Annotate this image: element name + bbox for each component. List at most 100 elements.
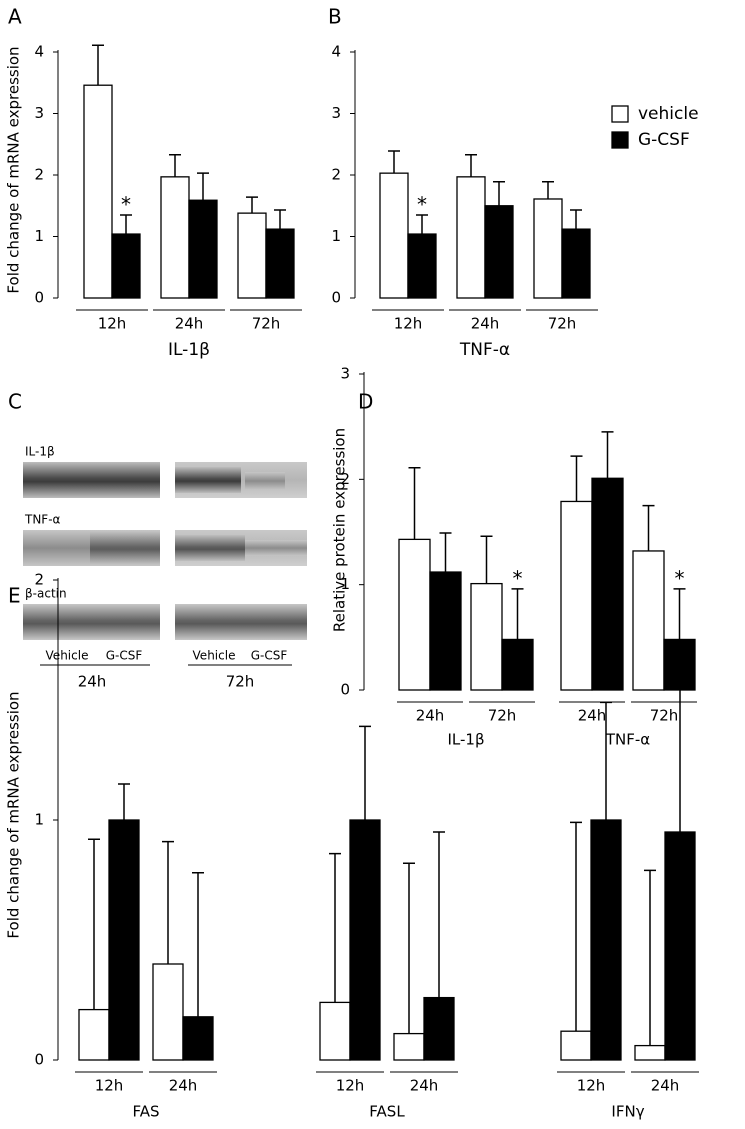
blot-band [175, 467, 241, 493]
y-tick-label: 1 [34, 811, 44, 829]
y-axis-label: Relative protein expression [331, 428, 349, 632]
bar [160, 176, 190, 299]
y-tick-label: 4 [331, 43, 341, 61]
error-bar [169, 153, 181, 177]
error-bar [433, 831, 445, 998]
y-tick-label: 3 [340, 365, 350, 383]
bar [664, 831, 696, 1061]
error-bar [197, 172, 209, 201]
lane-label: G-CSF [106, 649, 143, 663]
x-tick-label: 24h [175, 315, 204, 333]
error-bar [673, 588, 686, 640]
error-bar [439, 532, 452, 573]
error-bar [542, 181, 554, 199]
blot-image [23, 604, 160, 640]
legend-label: G-CSF [638, 130, 690, 150]
error-bar [570, 821, 582, 1032]
bar [108, 819, 140, 1061]
blot-band [245, 472, 285, 490]
bar [456, 176, 486, 299]
x-tick-label: 12h [336, 1077, 365, 1095]
x-tick-label: 24h [410, 1077, 439, 1095]
bar [590, 819, 622, 1061]
y-tick-label: 4 [34, 43, 44, 61]
error-bar [246, 196, 258, 214]
bar [634, 1044, 666, 1061]
y-axis-label: Fold change of mRNA expression [5, 46, 23, 293]
x-tick-label: 24h [471, 315, 500, 333]
y-tick-label: 1 [340, 575, 350, 593]
y-tick-label: 1 [331, 227, 341, 245]
error-bar [388, 150, 400, 174]
error-bar [644, 869, 656, 1046]
time-label: 24h [78, 673, 107, 691]
error-bar [674, 668, 686, 832]
bar [237, 212, 267, 299]
error-bar [403, 862, 415, 1034]
x-axis-label: TNF-α [459, 340, 510, 360]
x-tick-label: 24h [651, 1077, 680, 1095]
error-bar [192, 872, 204, 1017]
y-axis-label: Fold change of mRNA expression [5, 691, 23, 938]
x-tick-label: 24h [416, 707, 445, 725]
x-tick-label: 72h [488, 707, 517, 725]
lane-label: Vehicle [193, 649, 236, 663]
lane-label: Vehicle [46, 649, 89, 663]
x-axis-label: IL-1β [168, 340, 210, 360]
panel-letter: B [328, 5, 342, 29]
error-bar [465, 153, 477, 177]
legend-swatch [611, 105, 629, 123]
bar [561, 228, 591, 299]
group-label: TNF-α [605, 731, 650, 749]
error-bar [570, 455, 583, 502]
y-tick-label: 1 [34, 227, 44, 245]
x-tick-label: 12h [95, 1077, 124, 1095]
blot-row-label: IL-1β [25, 445, 55, 459]
bar [429, 571, 462, 691]
error-bar [416, 214, 428, 235]
error-bar [408, 466, 421, 540]
panel-letter: D [358, 390, 373, 414]
panel-letter: A [8, 5, 22, 29]
error-bar [162, 840, 174, 964]
bar [560, 500, 593, 691]
bar [407, 233, 437, 299]
y-tick-label: 2 [34, 166, 44, 184]
x-tick-label: 72h [548, 315, 577, 333]
time-label: 72h [226, 673, 255, 691]
error-bar [359, 725, 371, 820]
x-tick-label: 72h [650, 707, 679, 725]
bar [501, 638, 534, 691]
significance-mark: * [513, 566, 523, 590]
x-tick-label: 12h [577, 1077, 606, 1095]
error-bar [480, 535, 493, 584]
x-tick-label: 24h [169, 1077, 198, 1095]
bar [533, 198, 563, 299]
error-bar [570, 209, 582, 230]
x-tick-label: 12h [98, 315, 127, 333]
y-tick-label: 2 [340, 470, 350, 488]
bar [470, 582, 503, 691]
group-label: FAS [132, 1103, 159, 1121]
error-bar [88, 838, 100, 1010]
group-label: FASL [369, 1103, 405, 1121]
y-tick-label: 0 [34, 289, 44, 307]
error-bar [274, 209, 286, 230]
x-tick-label: 72h [252, 315, 281, 333]
significance-mark: * [121, 192, 131, 216]
blot-band [90, 532, 160, 564]
blot-band [245, 540, 307, 556]
bar [591, 477, 624, 691]
y-tick-label: 3 [34, 104, 44, 122]
panel-letter: E [8, 584, 21, 608]
error-bar [511, 588, 524, 640]
x-tick-label: 24h [578, 707, 607, 725]
blot-image [23, 462, 160, 498]
lane-label: G-CSF [251, 649, 288, 663]
y-tick-label: 2 [34, 571, 44, 589]
y-tick-label: 3 [331, 104, 341, 122]
bar [319, 1001, 351, 1061]
significance-mark: * [417, 192, 427, 216]
legend-swatch [611, 131, 629, 149]
